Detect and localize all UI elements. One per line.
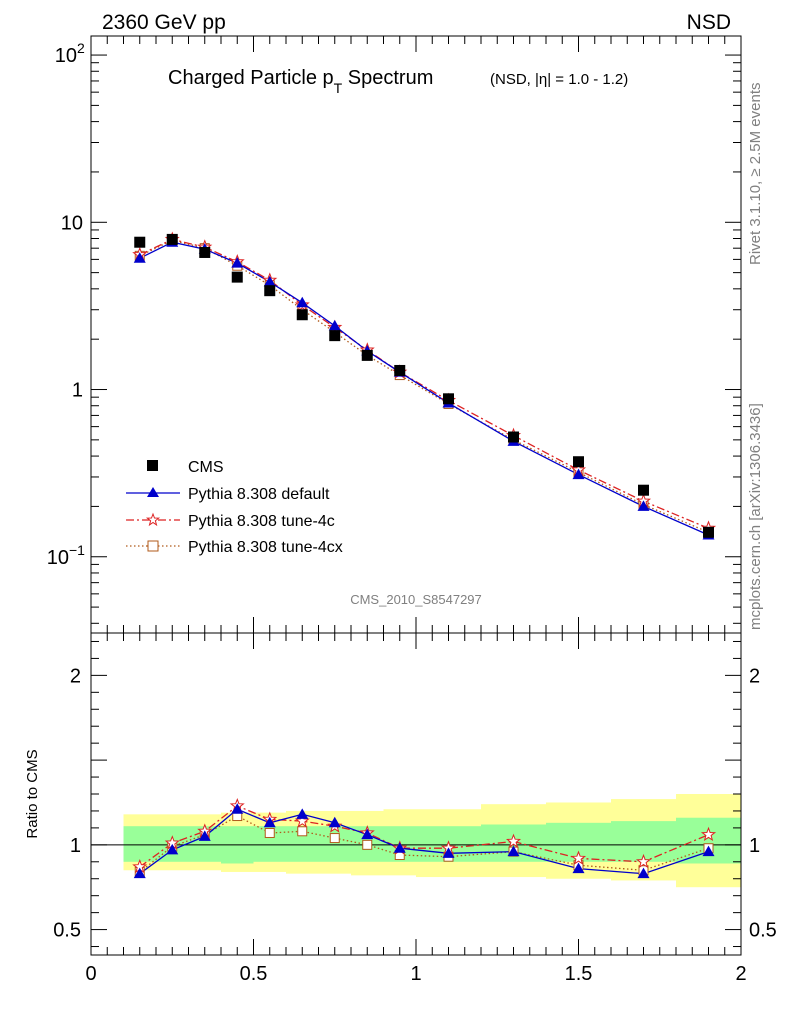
ratio-y-ticks: 0.5 0.5 1 1 2 2 <box>53 640 777 948</box>
ratio-inner-band <box>123 826 156 862</box>
ratio-point-pythia-8-308-default <box>361 828 374 840</box>
main-y-tick-label: 10 <box>61 212 83 234</box>
legend-default-marker <box>147 487 159 497</box>
ratio-y-tick-label-right: 0.5 <box>749 920 777 942</box>
ratio-point-pythia-8-308-tune-4c <box>635 853 652 869</box>
ratio-point-pythia-8-308-default <box>637 867 650 879</box>
main-point-cms <box>296 309 308 321</box>
ratio-line-pythia-8-308-tune-4cx <box>139 815 709 873</box>
legend-cms-label: CMS <box>188 459 224 476</box>
ratio-inner-band <box>318 826 351 862</box>
main-y-tick-label: 10 <box>47 547 69 569</box>
ratio-point-pythia-8-308-default <box>166 843 179 855</box>
legend-tune4cx-label: Pythia 8.308 tune-4cx <box>188 539 343 556</box>
ratio-point-pythia-8-308-default <box>572 862 585 874</box>
x-tick-label: 1 <box>410 963 421 985</box>
ratio-point-pythia-8-308-tune-4cx <box>362 839 373 850</box>
ratio-point-pythia-8-308-default <box>442 847 455 858</box>
legend-tune4c-label: Pythia 8.308 tune-4c <box>188 513 335 530</box>
main-line-pythia-8-308-tune-4c <box>139 238 709 529</box>
ratio-y-axis-label: Ratio to CMS <box>24 749 41 838</box>
main-point-pythia-8-308-default <box>572 468 585 480</box>
ratio-plot-frame <box>90 632 742 956</box>
legend: CMS Pythia 8.308 default Pythia 8.308 tu… <box>126 459 343 556</box>
main-y-tick-exponent: −1 <box>69 542 85 558</box>
legend-tune4cx-marker <box>147 540 159 552</box>
legend-entry-default: Pythia 8.308 default <box>126 486 330 503</box>
x-tick-label: 1.5 <box>565 963 593 985</box>
plot-title: Charged Particle pT Spectrum <box>168 67 433 96</box>
x-tick-label: 0.5 <box>240 963 268 985</box>
main-plot-contents <box>132 231 717 540</box>
main-y-tick-label: 10 <box>55 45 77 67</box>
ratio-point-pythia-8-308-tune-4c <box>505 833 522 848</box>
ratio-point-pythia-8-308-default <box>393 842 406 853</box>
ratio-point-pythia-8-308-default <box>231 803 244 814</box>
main-point-pythia-8-308-default <box>231 257 244 268</box>
main-point-pythia-8-308-default <box>328 319 341 331</box>
main-y-tick-label: 1 <box>72 380 83 402</box>
ratio-plot-contents <box>132 798 717 879</box>
legend-default-label: Pythia 8.308 default <box>188 486 330 503</box>
ratio-line-pythia-8-308-default <box>139 808 709 875</box>
main-point-cms <box>638 484 649 496</box>
ratio-point-pythia-8-308-default <box>702 845 715 857</box>
main-point-pythia-8-308-default <box>296 296 309 308</box>
ratio-point-pythia-8-308-default <box>507 845 520 857</box>
x-ticks: 0 0.5 1 1.5 2 <box>85 36 747 985</box>
main-point-cms <box>443 393 454 405</box>
main-point-cms <box>508 431 519 443</box>
main-point-cms <box>231 271 243 283</box>
ratio-line-pythia-8-308-tune-4c <box>139 805 709 868</box>
ratio-point-pythia-8-308-default <box>263 816 276 828</box>
legend-entry-tune4c: Pythia 8.308 tune-4c <box>126 512 335 530</box>
main-point-cms <box>573 456 584 468</box>
ratio-point-pythia-8-308-tune-4cx <box>297 826 308 837</box>
main-point-cms <box>166 233 178 245</box>
ratio-point-pythia-8-308-tune-4c <box>570 850 587 865</box>
ratio-point-pythia-8-308-tune-4c <box>700 826 717 842</box>
legend-entry-tune4cx: Pythia 8.308 tune-4cx <box>126 539 343 556</box>
analysis-label: CMS_2010_S8547297 <box>350 592 482 607</box>
ratio-y-tick-label-right: 2 <box>749 665 760 687</box>
ratio-plot-panel: 0.5 0.51 12 2 0 0.5 1 1.5 2 Ratio to CMS <box>24 36 777 985</box>
main-point-cms <box>394 364 406 376</box>
ratio-y-tick-label-right: 1 <box>749 835 760 857</box>
main-y-tick-exponent: 2 <box>77 40 85 56</box>
ratio-y-tick-label-left: 2 <box>70 665 81 687</box>
plot-title-detail: (NSD, |η| = 1.0 - 1.2) <box>490 71 628 88</box>
ratio-y-tick-label-left: 0.5 <box>53 920 81 942</box>
ratio-y-tick-label-left: 1 <box>70 835 81 857</box>
main-point-cms <box>264 285 276 297</box>
energy-label: 2360 GeV pp <box>102 11 226 34</box>
x-tick-label: 0 <box>85 963 96 985</box>
ratio-point-pythia-8-308-tune-4cx <box>329 833 340 844</box>
main-point-cms <box>329 330 341 342</box>
x-tick-label: 2 <box>735 963 746 985</box>
main-point-cms <box>134 236 146 248</box>
ratio-point-pythia-8-308-default <box>328 816 341 828</box>
mcplots-label: mcplots.cern.ch [arXiv:1306.3436] <box>747 403 764 630</box>
legend-entry-cms: CMS <box>147 459 224 476</box>
rivet-label: Rivet 3.1.10, ≥ 2.5M events <box>747 83 764 266</box>
main-point-cms <box>199 246 211 258</box>
ratio-point-pythia-8-308-default <box>133 867 146 879</box>
ratio-point-pythia-8-308-default <box>198 830 211 841</box>
ratio-point-pythia-8-308-tune-4cx <box>264 827 275 838</box>
main-point-pythia-8-308-default <box>133 252 146 263</box>
main-point-cms <box>361 349 373 361</box>
main-line-pythia-8-308-tune-4cx <box>139 239 709 533</box>
main-point-pythia-8-308-default <box>263 275 276 287</box>
legend-tune4c-marker <box>145 512 161 527</box>
ratio-point-pythia-8-308-default <box>296 808 309 819</box>
process-label: NSD <box>687 11 731 34</box>
ratio-point-pythia-8-308-tune-4c <box>294 813 310 828</box>
main-point-cms <box>703 526 714 538</box>
legend-cms-marker <box>147 460 158 471</box>
main-point-pythia-8-308-default <box>637 500 650 511</box>
